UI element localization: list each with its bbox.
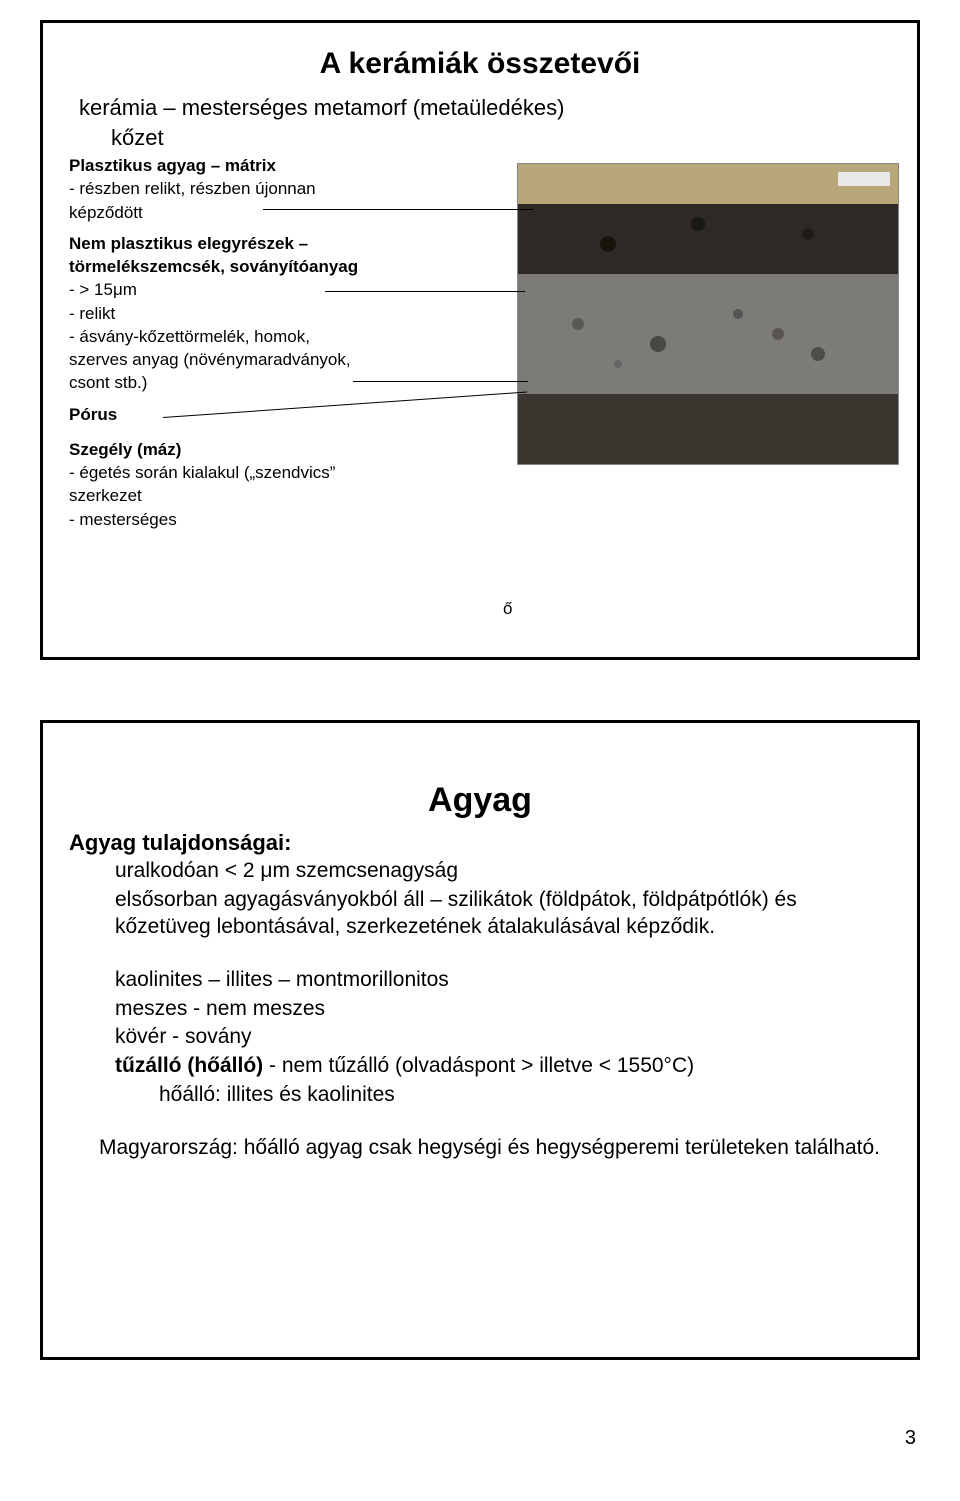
page: A kerámiák összetevői kerámia – mestersé… [0,0,960,1460]
szegely-l3: - mesterséges [69,509,891,530]
props-l3: kaolinites – illites – montmorillonitos [115,967,891,994]
ceramic-microscope-photo [517,163,899,465]
props-l6: tűzálló (hőálló) - nem tűzálló (olvadásp… [115,1053,891,1080]
szegely-l2: szerkezet [69,485,891,506]
intro-line1: kerámia – mesterséges metamorf (metaüled… [79,95,891,121]
props-l5: kövér - sovány [115,1024,891,1051]
intro-line2: kőzet [111,125,891,151]
slide2-title: Agyag [69,781,891,820]
pointer-line-1 [263,209,533,210]
props-heading-text: Agyag tulajdonságai: [69,830,291,855]
pointer-line-2 [325,291,525,292]
props-l6-rest: - nem tűzálló (olvadáspont > illetve < 1… [263,1054,694,1077]
page-number: 3 [905,1427,916,1450]
props-l8: Magyarország: hőálló agyag csak hegységi… [99,1135,891,1162]
props-l1: uralkodóan < 2 μm szemcsenagyság [115,858,891,885]
props-l6-bold: tűzálló (hőálló) [115,1054,263,1077]
slide1-title: A kerámiák összetevői [69,47,891,81]
props-heading: Agyag tulajdonságai: [69,830,891,856]
props-l7: hőálló: illites és kaolinites [159,1082,891,1109]
props-l2: elsősorban agyagásványokból áll – szilik… [115,887,891,941]
props-l4: meszes - nem meszes [115,996,891,1023]
szegely-l1: - égetés során kialakul („szendvics” [69,462,891,483]
slide-2: Agyag Agyag tulajdonságai: uralkodóan < … [40,720,920,1360]
slide-1: A kerámiák összetevői kerámia – mestersé… [40,20,920,660]
stray-char: ő [503,599,512,619]
pointer-line-3 [353,381,528,382]
